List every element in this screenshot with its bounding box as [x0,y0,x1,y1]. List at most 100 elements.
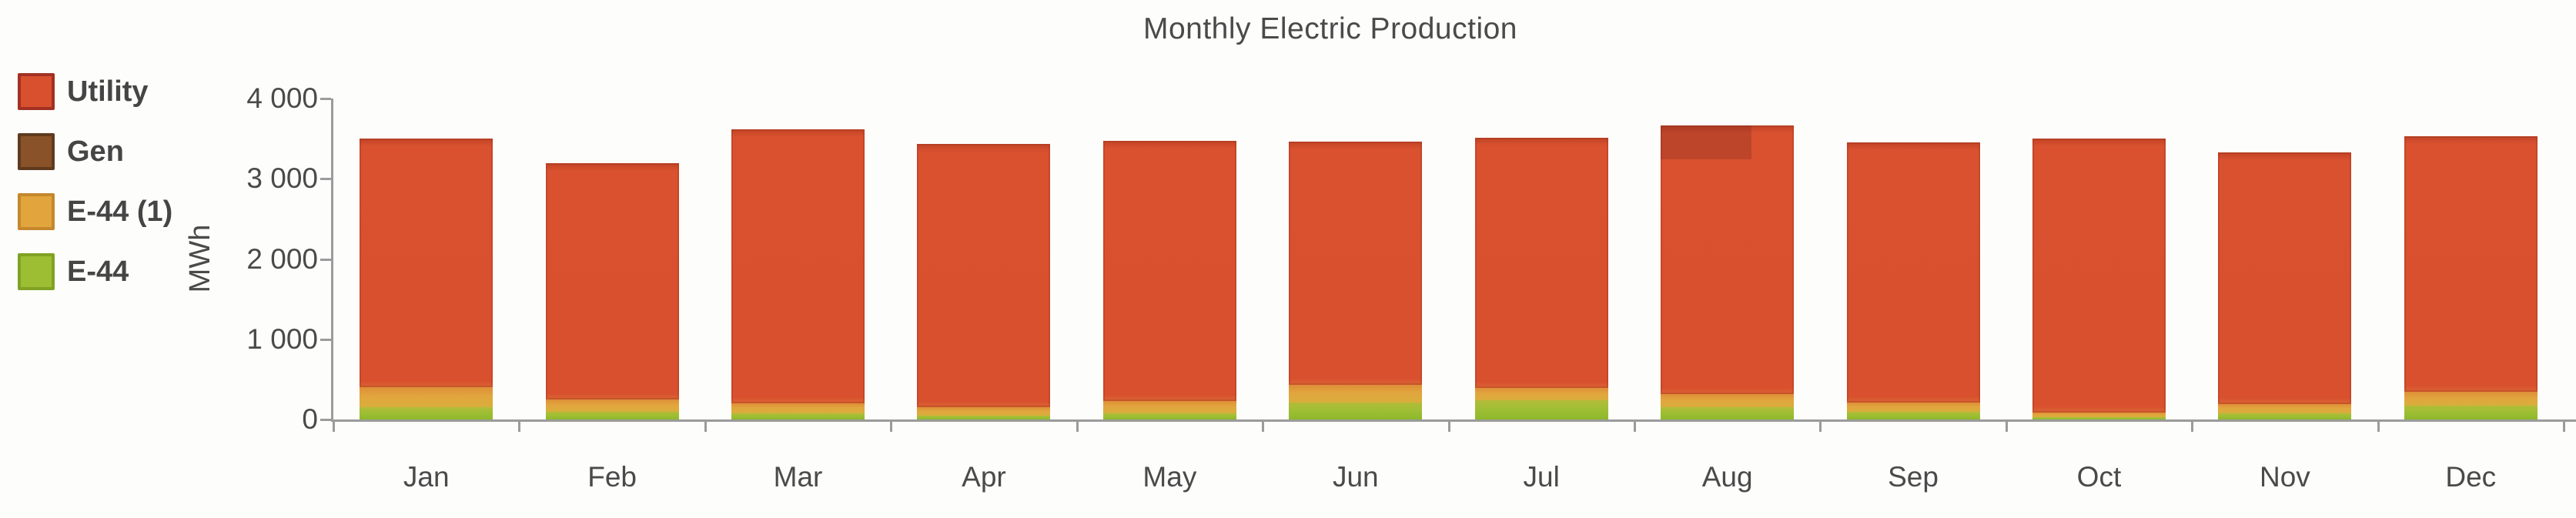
bar-oct-segment-e-44-1 [2032,412,2166,417]
bar-feb-segment-e-44-1 [545,399,679,412]
y-tick-label-1000: 1 000 [246,322,318,355]
legend-item-gen: Gen [18,132,172,171]
legend-label-e-44-1: E-44 (1) [67,195,173,228]
legend-swatch-e-44-icon [18,253,55,290]
bar-may-segment-utility [1102,141,1236,402]
x-tick-11 [2377,419,2380,432]
bar-feb-segment-e-44 [545,411,679,419]
legend-swatch-utility-icon [18,73,55,110]
bar-dec [2404,136,2538,419]
bar-may [1102,141,1236,419]
x-tick-6 [1447,419,1450,432]
legend-item-e-44-1: E-44 (1) [18,192,172,231]
bar-sep-segment-utility [1846,142,1980,403]
x-tick-label-jul: Jul [1523,461,1560,493]
x-tick-0 [333,419,335,432]
x-tick-label-apr: Apr [962,461,1006,493]
x-tick-label-oct: Oct [2076,461,2122,493]
chart-title: Monthly Electric Production [1142,12,1518,45]
bar-sep-segment-e-44 [1846,411,1980,419]
x-tick-5 [1262,419,1265,432]
bar-sep [1846,142,1980,419]
legend: Utility Gen E-44 (1) E-44 [18,72,172,312]
bar-dec-segment-e-44 [2404,406,2538,419]
bar-apr [917,144,1051,419]
bar-nov-segment-utility [2218,152,2352,405]
x-tick-12 [2563,419,2565,432]
bar-jun-segment-utility [1289,142,1423,386]
bar-jan [360,139,493,419]
bar-sep-segment-e-44-1 [1846,403,1980,412]
bar-oct [2032,139,2166,419]
legend-label-gen: Gen [67,135,124,168]
x-tick-label-feb: Feb [587,461,637,493]
bar-nov [2218,152,2352,419]
y-tick-0 [320,419,331,421]
x-tick-label-jun: Jun [1332,461,1379,493]
y-tick-4000 [320,98,331,100]
x-tick-label-mar: Mar [773,461,823,493]
x-tick-1 [518,419,521,432]
y-tick-2000 [320,258,331,261]
legend-item-utility: Utility [18,72,172,111]
bar-apr-segment-e-44-1 [917,407,1051,416]
bar-may-segment-e-44-1 [1102,401,1236,413]
bar-nov-segment-e-44 [2218,413,2352,419]
x-tick-label-jan: Jan [403,461,450,493]
bar-aug-segment-e-44 [1661,407,1795,419]
x-tick-label-dec: Dec [2445,461,2497,493]
legend-swatch-e-44-1-icon [18,193,55,230]
bar-jul [1474,138,1608,419]
x-tick-10 [2191,419,2194,432]
x-tick-4 [1076,419,1079,432]
y-tick-label-0: 0 [302,403,318,435]
x-tick-label-sep: Sep [1888,461,1939,493]
y-tick-1000 [320,338,331,341]
bar-jul-segment-e-44-1 [1474,388,1608,400]
x-tick-3 [890,419,893,432]
x-tick-7 [1633,419,1636,432]
bar-mar-segment-e-44 [731,413,865,419]
bar-jun-segment-e-44-1 [1289,385,1423,403]
x-tick-2 [704,419,707,432]
bar-aug-darker-patch [1661,125,1751,160]
x-tick-8 [1819,419,1822,432]
bar-jan-segment-e-44-1 [360,387,493,408]
bar-may-segment-e-44 [1102,413,1236,419]
bar-oct-segment-e-44 [2032,416,2166,419]
y-tick-label-4000: 4 000 [246,82,318,114]
y-tick-label-2000: 2 000 [246,242,318,275]
x-tick-label-may: May [1142,461,1197,493]
bar-dec-segment-e-44-1 [2404,391,2538,406]
bar-mar [731,129,865,419]
bar-aug [1661,125,1795,419]
legend-swatch-gen-icon [18,133,55,170]
bar-dec-segment-utility [2404,136,2538,392]
bar-jul-segment-e-44 [1474,399,1608,419]
bar-jul-segment-utility [1474,138,1608,389]
bar-aug-segment-e-44-1 [1661,393,1795,408]
bar-nov-segment-e-44-1 [2218,404,2352,413]
bar-aug-segment-utility [1661,125,1795,394]
legend-label-e-44: E-44 [67,255,129,288]
bar-mar-segment-utility [731,129,865,404]
y-axis-line [331,99,333,422]
x-tick-label-nov: Nov [2259,461,2310,493]
bar-apr-segment-utility [917,144,1051,408]
x-tick-label-aug: Aug [1701,461,1753,493]
x-tick-9 [2005,419,2008,432]
bar-mar-segment-e-44-1 [731,403,865,413]
bar-feb [545,163,679,419]
y-tick-3000 [320,178,331,181]
bar-apr-segment-e-44 [917,415,1051,419]
bar-oct-segment-utility [2032,139,2166,413]
bar-jan-segment-e-44 [360,407,493,419]
x-axis-line [331,419,2576,422]
bar-feb-segment-utility [545,163,679,399]
bar-jun [1289,142,1423,419]
legend-item-e-44: E-44 [18,252,172,291]
y-tick-label-3000: 3 000 [246,162,318,195]
legend-label-utility: Utility [67,75,149,108]
bar-jan-segment-utility [360,139,493,388]
